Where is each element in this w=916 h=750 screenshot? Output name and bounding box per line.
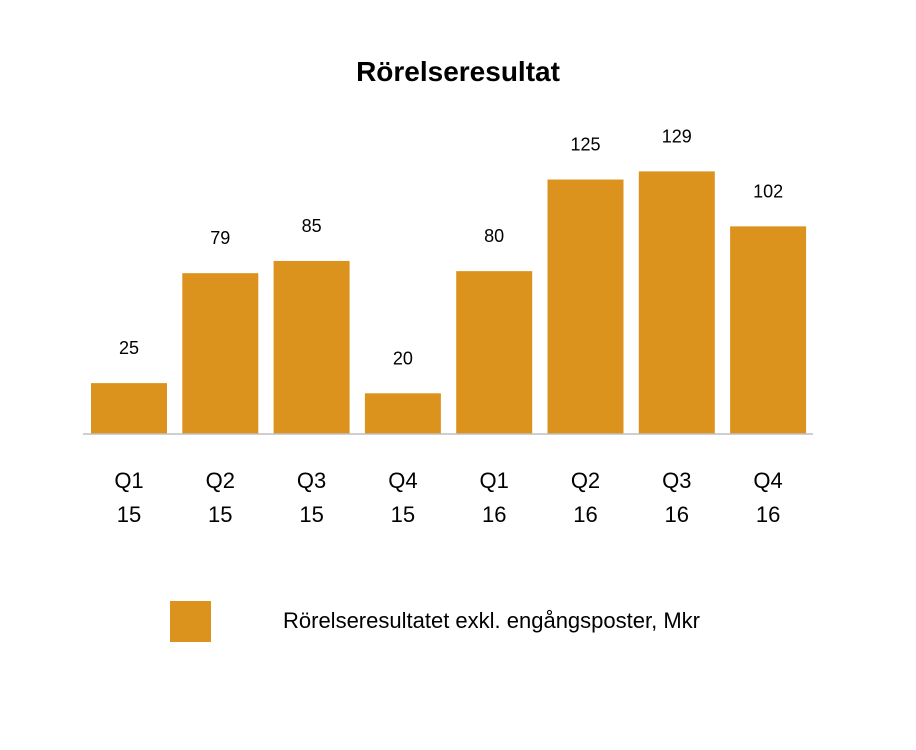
- bar-4: [364, 393, 441, 434]
- data-label-2: 79: [210, 228, 230, 248]
- data-label-1: 25: [119, 338, 139, 358]
- data-label-8: 102: [753, 181, 783, 201]
- x-tick-label-5-line-1: Q1: [480, 468, 509, 493]
- x-tick-label-3-line-1: Q3: [297, 468, 326, 493]
- x-tick-label-8-line-1: Q4: [753, 468, 782, 493]
- x-tick-label-2-line-2: 15: [208, 502, 232, 527]
- x-tick-label-7-line-1: Q3: [662, 468, 691, 493]
- bar-2: [182, 273, 259, 434]
- x-tick-label-8-line-2: 16: [756, 502, 780, 527]
- x-tick-label-5-line-2: 16: [482, 502, 506, 527]
- data-label-3: 85: [302, 216, 322, 236]
- bar-5: [456, 271, 533, 434]
- data-label-4: 20: [393, 348, 413, 368]
- legend: Rörelseresultatet exkl. engångsposter, M…: [170, 600, 700, 642]
- x-tick-label-4-line-2: 15: [391, 502, 415, 527]
- data-label-5: 80: [484, 226, 504, 246]
- x-tick-label-1-line-1: Q1: [114, 468, 143, 493]
- bar-3: [273, 260, 350, 434]
- bar-6: [547, 179, 624, 434]
- x-tick-label-1-line-2: 15: [117, 502, 141, 527]
- bar-7: [638, 171, 715, 434]
- legend-swatch: [170, 600, 211, 642]
- x-tick-label-7-line-2: 16: [665, 502, 689, 527]
- x-tick-label-3-line-2: 15: [299, 502, 323, 527]
- x-tick-label-2-line-1: Q2: [206, 468, 235, 493]
- x-tick-label-4-line-1: Q4: [388, 468, 417, 493]
- bar-8: [730, 226, 807, 434]
- data-label-6: 125: [570, 135, 600, 155]
- bar-1: [91, 383, 167, 434]
- x-tick-label-6-line-2: 16: [573, 502, 597, 527]
- legend-label: Rörelseresultatet exkl. engångsposter, M…: [283, 608, 700, 633]
- data-label-7: 129: [662, 126, 692, 146]
- chart-title: Rörelseresultat: [356, 56, 560, 87]
- x-tick-label-6-line-1: Q2: [571, 468, 600, 493]
